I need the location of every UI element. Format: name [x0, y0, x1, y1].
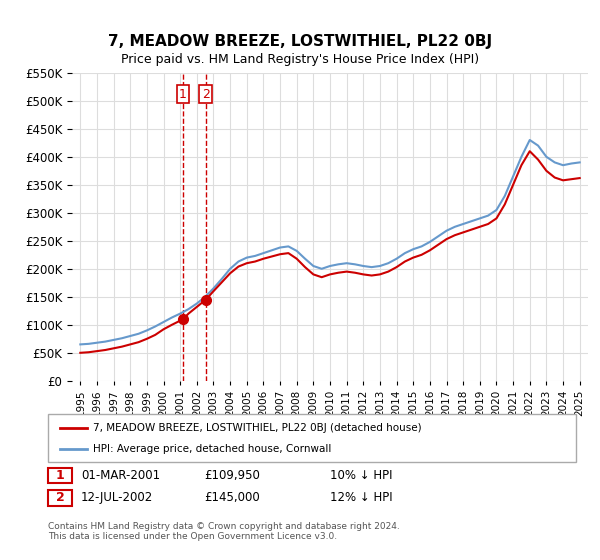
- Text: 7, MEADOW BREEZE, LOSTWITHIEL, PL22 0BJ: 7, MEADOW BREEZE, LOSTWITHIEL, PL22 0BJ: [108, 34, 492, 49]
- Text: 1: 1: [56, 469, 64, 482]
- Text: Contains HM Land Registry data © Crown copyright and database right 2024.
This d: Contains HM Land Registry data © Crown c…: [48, 522, 400, 542]
- Text: 01-MAR-2001: 01-MAR-2001: [81, 469, 160, 482]
- Text: Price paid vs. HM Land Registry's House Price Index (HPI): Price paid vs. HM Land Registry's House …: [121, 53, 479, 66]
- Text: 12% ↓ HPI: 12% ↓ HPI: [330, 491, 392, 505]
- Text: HPI: Average price, detached house, Cornwall: HPI: Average price, detached house, Corn…: [93, 444, 331, 454]
- Text: 7, MEADOW BREEZE, LOSTWITHIEL, PL22 0BJ (detached house): 7, MEADOW BREEZE, LOSTWITHIEL, PL22 0BJ …: [93, 423, 422, 433]
- Text: 2: 2: [202, 88, 210, 101]
- Text: 10% ↓ HPI: 10% ↓ HPI: [330, 469, 392, 482]
- Text: £145,000: £145,000: [204, 491, 260, 505]
- Text: £109,950: £109,950: [204, 469, 260, 482]
- Text: 1: 1: [179, 88, 187, 101]
- Text: 12-JUL-2002: 12-JUL-2002: [81, 491, 153, 505]
- Text: 2: 2: [56, 491, 64, 505]
